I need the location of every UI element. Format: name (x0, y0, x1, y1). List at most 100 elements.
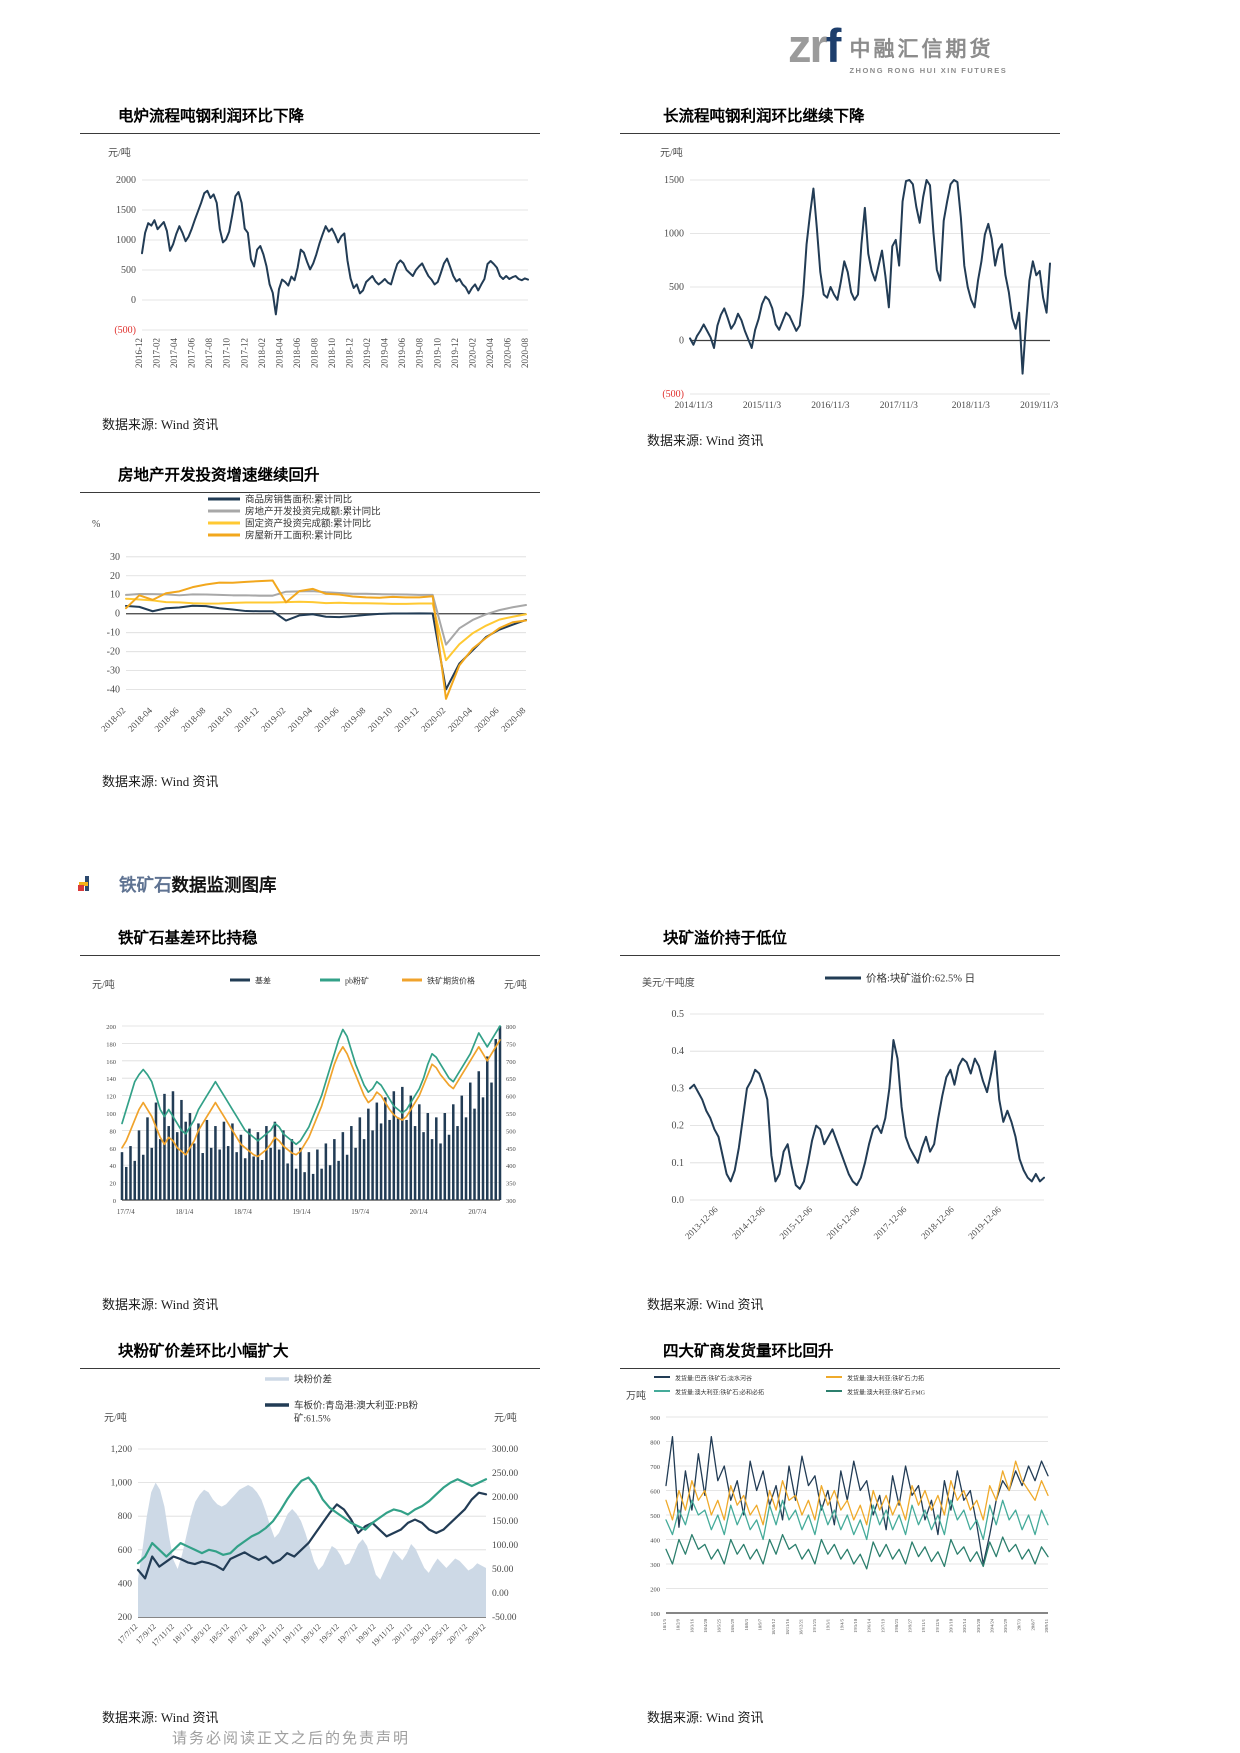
report-body: 电炉流程吨钢利润环比下降 2000 1500 1000 500 0 (500) 2016-1… (78, 104, 1060, 1726)
svg-text:2000: 2000 (116, 175, 136, 186)
svg-text:2014/11/3: 2014/11/3 (675, 401, 713, 411)
svg-text:0: 0 (113, 1198, 116, 1205)
svg-text:0: 0 (115, 609, 120, 620)
data-source-label: 数据来源: Wind 资讯 (647, 1297, 764, 1312)
svg-text:20/1/10: 20/1/10 (949, 1618, 954, 1633)
svg-text:2018-08: 2018-08 (309, 338, 319, 368)
svg-text:铁矿期货价格: 铁矿期货价格 (427, 976, 475, 986)
svg-text:矿:61.5%: 矿:61.5% (294, 1413, 331, 1425)
svg-text:0.2: 0.2 (672, 1121, 685, 1132)
svg-text:100: 100 (650, 1611, 660, 1618)
svg-text:2018-02: 2018-02 (257, 338, 267, 368)
svg-text:400: 400 (650, 1538, 660, 1545)
svg-text:元/吨: 元/吨 (104, 1411, 127, 1424)
svg-text:19/11/1: 19/11/1 (921, 1619, 926, 1633)
svg-text:140: 140 (106, 1076, 116, 1083)
chart-block-basis: 铁矿石基差环比持稳 200 180 160 140 120 100 80 60 40 20 0 800… (80, 926, 540, 1313)
chart-title-eaf-profit: 电炉流程吨钢利润环比下降 (80, 104, 540, 134)
svg-text:20/7/4: 20/7/4 (468, 1208, 486, 1216)
svg-text:-40: -40 (107, 685, 120, 696)
section-title-highlight: 铁矿石 (119, 874, 172, 895)
svg-text:车板价:青岛港:澳大利亚:PB粉: 车板价:青岛港:澳大利亚:PB粉 (294, 1400, 419, 1412)
company-logo: zrf 中融汇信期货 ZHONG RONG HUI XIN FUTURES (788, 22, 1007, 75)
svg-text:2017-06: 2017-06 (187, 338, 197, 368)
svg-text:2019-08: 2019-08 (339, 705, 368, 734)
data-source-label: 数据来源: Wind 资讯 (647, 433, 764, 448)
svg-text:2019-12: 2019-12 (450, 338, 460, 368)
svg-text:(500): (500) (662, 389, 684, 400)
svg-text:19/12/6: 19/12/6 (935, 1618, 940, 1633)
svg-text:2020-02: 2020-02 (467, 338, 477, 368)
svg-text:2015/11/3: 2015/11/3 (743, 401, 781, 411)
svg-text:18/4/20: 18/4/20 (703, 1618, 708, 1633)
svg-text:1000: 1000 (116, 235, 136, 246)
logo-wordmark: 中融汇信期货 ZHONG RONG HUI XIN FUTURES (849, 24, 1007, 75)
svg-text:20/9/12: 20/9/12 (464, 1622, 488, 1646)
svg-text:2017-12-06: 2017-12-06 (872, 1204, 909, 1241)
svg-text:2018-10: 2018-10 (206, 705, 235, 734)
svg-text:2019-06: 2019-06 (397, 338, 407, 368)
svg-text:800: 800 (506, 1024, 516, 1031)
svg-text:19/8/23: 19/8/23 (894, 1618, 899, 1633)
svg-text:500: 500 (121, 265, 136, 276)
svg-text:0.00: 0.00 (492, 1589, 509, 1599)
svg-text:2017-10: 2017-10 (222, 338, 232, 368)
chart-svg: 30 20 10 0 -10 -20 -30 -40 2018-022018-042018-06… (92, 494, 528, 734)
svg-text:180: 180 (106, 1041, 116, 1048)
svg-text:120: 120 (106, 1094, 116, 1101)
svg-text:18/1/5: 18/1/5 (662, 1618, 667, 1630)
data-source-label: 数据来源: Wind 资讯 (102, 774, 219, 789)
svg-text:20/8/7: 20/8/7 (1030, 1618, 1035, 1630)
svg-text:-20: -20 (107, 647, 120, 658)
svg-text:600: 600 (118, 1546, 133, 1556)
svg-text:发货量:巴西:铁矿石:淡水河谷: 发货量:巴西:铁矿石:淡水河谷 (675, 1375, 752, 1383)
svg-text:2020-08: 2020-08 (520, 338, 530, 368)
chart-row-3: 铁矿石基差环比持稳 200 180 160 140 120 100 80 60 40 20 0 800… (80, 926, 1060, 1313)
svg-text:20/9/11: 20/9/11 (1044, 1619, 1049, 1633)
svg-text:2019/11/3: 2019/11/3 (1020, 401, 1058, 411)
svg-text:1,000: 1,000 (111, 1479, 133, 1489)
svg-text:2018-06: 2018-06 (292, 338, 302, 368)
svg-text:-30: -30 (107, 666, 120, 677)
section-title-rest: 数据监测图库 (171, 874, 277, 895)
svg-text:美元/干吨度: 美元/干吨度 (642, 976, 695, 989)
svg-text:2018-12: 2018-12 (232, 705, 260, 733)
svg-text:2018-12-06: 2018-12-06 (919, 1204, 956, 1241)
chart-row-4: 块粉矿价差环比小幅扩大 1,200 1,000 800 600 400 200 300.00… (80, 1339, 1060, 1726)
svg-text:500: 500 (669, 282, 684, 293)
chart-miner-shipments: 900 800 700 600 500 400 300 200 100 18/1/5 18/2/9 1… (620, 1369, 1060, 1699)
svg-text:18/7/4: 18/7/4 (234, 1208, 252, 1216)
svg-text:250.00: 250.00 (492, 1469, 518, 1479)
svg-text:500: 500 (650, 1513, 660, 1520)
svg-text:pb粉矿: pb粉矿 (345, 976, 369, 986)
svg-text:2017/11/3: 2017/11/3 (880, 401, 918, 411)
svg-text:800: 800 (650, 1440, 660, 1447)
svg-text:房屋新开工面积:累计同比: 房屋新开工面积:累计同比 (245, 530, 352, 542)
logo-company-name-en: ZHONG RONG HUI XIN FUTURES (849, 66, 1008, 75)
svg-text:商品房销售面积:累计同比: 商品房销售面积:累计同比 (245, 494, 352, 506)
svg-text:20/7/3: 20/7/3 (1017, 1618, 1022, 1630)
svg-text:2018-08: 2018-08 (179, 705, 208, 734)
chart-title-bf-profit: 长流程吨钢利润环比继续下降 (620, 104, 1060, 134)
svg-text:1,200: 1,200 (111, 1445, 133, 1455)
svg-text:500: 500 (506, 1128, 516, 1135)
svg-text:2019-04: 2019-04 (380, 338, 390, 368)
svg-text:2017-08: 2017-08 (204, 338, 214, 368)
svg-text:发货量:澳大利亚:铁矿石:FMG: 发货量:澳大利亚:铁矿石:FMG (847, 1389, 926, 1397)
svg-text:2017-04: 2017-04 (169, 338, 179, 368)
svg-text:2020-04: 2020-04 (446, 705, 475, 734)
svg-text:20/5/29: 20/5/29 (1003, 1618, 1008, 1633)
chart-lump-premium: 0.5 0.4 0.3 0.2 0.1 0.0 2013-12-06 2014-12-06 20… (620, 956, 1060, 1286)
svg-text:18/10/12: 18/10/12 (771, 1619, 776, 1635)
svg-text:2020-06: 2020-06 (472, 705, 501, 734)
svg-text:-50.00: -50.00 (492, 1613, 517, 1623)
svg-text:2018-02: 2018-02 (99, 705, 127, 733)
svg-text:19/3/1: 19/3/1 (826, 1619, 831, 1631)
svg-text:18/3/16: 18/3/16 (689, 1618, 694, 1633)
svg-text:2019-10: 2019-10 (432, 338, 442, 368)
svg-text:30: 30 (110, 552, 120, 563)
chart-title-basis: 铁矿石基差环比持稳 (80, 926, 540, 956)
svg-text:1500: 1500 (664, 175, 684, 186)
